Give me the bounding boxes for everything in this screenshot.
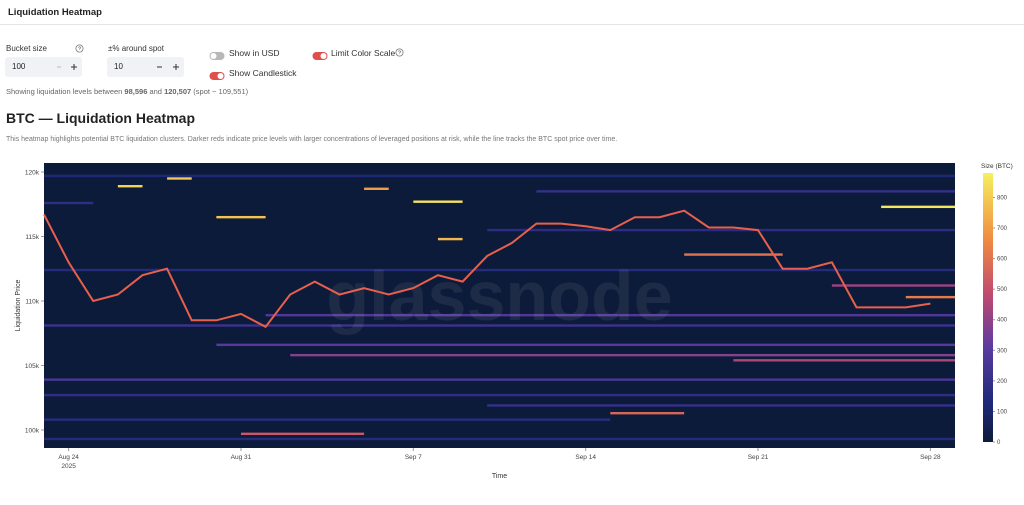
y-tick-label: 100k bbox=[25, 427, 40, 434]
bucket-input[interactable]: 100 bbox=[5, 57, 82, 77]
heat-band bbox=[167, 177, 192, 180]
heat-band bbox=[216, 343, 956, 347]
chart: glassnode 100k 105k 110k 115k 120k Aug 24 2025 A… bbox=[15, 163, 1013, 480]
colorbar bbox=[983, 173, 993, 442]
colorbar-tick-label: 600 bbox=[997, 257, 1008, 263]
heat-band bbox=[117, 185, 143, 188]
heat-band bbox=[437, 237, 463, 241]
pct-input[interactable]: 10 bbox=[107, 57, 184, 77]
plot-background bbox=[44, 163, 955, 448]
section-description: This heatmap highlights potential BTC li… bbox=[6, 136, 618, 143]
colorbar-tick-label: 0 bbox=[997, 440, 1001, 446]
section-title: BTC — Liquidation Heatmap bbox=[6, 110, 195, 126]
toggle-usd[interactable] bbox=[209, 48, 225, 66]
x-tick-label: Aug 24 2025 bbox=[58, 454, 79, 470]
info-text: (spot ~ 109,551) bbox=[193, 87, 249, 96]
toggle-knob bbox=[217, 73, 224, 79]
toggle-switch[interactable] bbox=[209, 51, 225, 61]
heat-band bbox=[44, 437, 955, 441]
info-low: 98,596 bbox=[124, 87, 148, 96]
toggle-switch[interactable] bbox=[312, 51, 328, 61]
colorbar-tick-label: 800 bbox=[997, 195, 1008, 201]
heat-band bbox=[265, 313, 955, 317]
help-icon[interactable] bbox=[75, 44, 84, 53]
heat-band bbox=[44, 378, 955, 381]
heat-band bbox=[290, 353, 956, 357]
y-tick-label: 105k bbox=[25, 363, 40, 370]
toggle-candle[interactable] bbox=[209, 68, 225, 86]
heat-band bbox=[831, 284, 955, 287]
heat-band bbox=[240, 432, 365, 436]
steppers bbox=[57, 64, 179, 70]
bucket-label: Bucket size bbox=[6, 44, 47, 53]
info-line: Showing liquidation levels between 98,59… bbox=[6, 87, 248, 96]
colorbar-tick-label: 300 bbox=[997, 348, 1008, 354]
toggle-knob bbox=[320, 53, 327, 59]
help-icon[interactable] bbox=[395, 48, 404, 57]
y-tick-label: 120k bbox=[25, 170, 40, 177]
pct-value: 10 bbox=[114, 62, 123, 71]
heat-band bbox=[733, 359, 955, 362]
heat-band bbox=[905, 295, 955, 299]
colorbar-tick-label: 400 bbox=[997, 318, 1008, 324]
heat-band bbox=[881, 205, 955, 209]
colorbar-tick-label: 700 bbox=[997, 226, 1008, 232]
colorbar-tick-label: 200 bbox=[997, 379, 1008, 385]
header-bar: Liquidation Heatmap bbox=[0, 0, 1024, 25]
bucket-value: 100 bbox=[12, 62, 26, 71]
heat-band bbox=[44, 418, 611, 421]
heat-band bbox=[413, 200, 463, 203]
x-tick-label: Sep 28 bbox=[920, 454, 941, 461]
toggle-knob bbox=[210, 53, 217, 59]
colorbar-tick-label: 500 bbox=[997, 287, 1008, 293]
heat-band bbox=[364, 187, 389, 190]
y-tick-label: 110k bbox=[25, 298, 39, 305]
heat-band bbox=[216, 215, 266, 219]
y-tick-label: 115k bbox=[25, 234, 39, 241]
y-axis-label: Liquidation Price bbox=[15, 280, 22, 332]
x-tick-label: Aug 31 bbox=[231, 454, 252, 461]
heat-band bbox=[44, 201, 94, 205]
x-tick-label: Sep 21 bbox=[748, 454, 769, 461]
heat-band bbox=[487, 404, 955, 407]
info-text: and bbox=[149, 87, 162, 96]
x-tick-label: Sep 14 bbox=[575, 454, 596, 461]
colorbar-tick-label: 100 bbox=[997, 409, 1008, 415]
heat-band bbox=[536, 190, 955, 193]
colorbar-title: Size (BTC) bbox=[981, 163, 1013, 170]
heat-band bbox=[684, 253, 783, 256]
info-high: 120,507 bbox=[164, 87, 192, 96]
header-title: Liquidation Heatmap bbox=[8, 7, 102, 18]
usd-label: Show in USD bbox=[229, 48, 280, 58]
heat-band bbox=[487, 228, 955, 232]
limit-label: Limit Color Scale bbox=[331, 48, 396, 58]
heat-band bbox=[44, 324, 955, 327]
heat-band bbox=[610, 411, 685, 415]
candle-label: Show Candlestick bbox=[229, 68, 297, 78]
heat-band bbox=[44, 393, 955, 397]
heat-band bbox=[44, 174, 955, 178]
spot-line bbox=[43, 209, 931, 329]
watermark: glassnode bbox=[326, 257, 672, 335]
toggle-limit[interactable] bbox=[312, 48, 328, 66]
heat-band bbox=[44, 268, 955, 272]
info-text: Showing liquidation levels between bbox=[6, 87, 123, 96]
pct-label: ±% around spot bbox=[108, 44, 164, 53]
x-tick-label: Sep 7 bbox=[405, 454, 422, 461]
x-axis-label: Time bbox=[492, 473, 507, 480]
toggle-switch[interactable] bbox=[209, 71, 225, 81]
